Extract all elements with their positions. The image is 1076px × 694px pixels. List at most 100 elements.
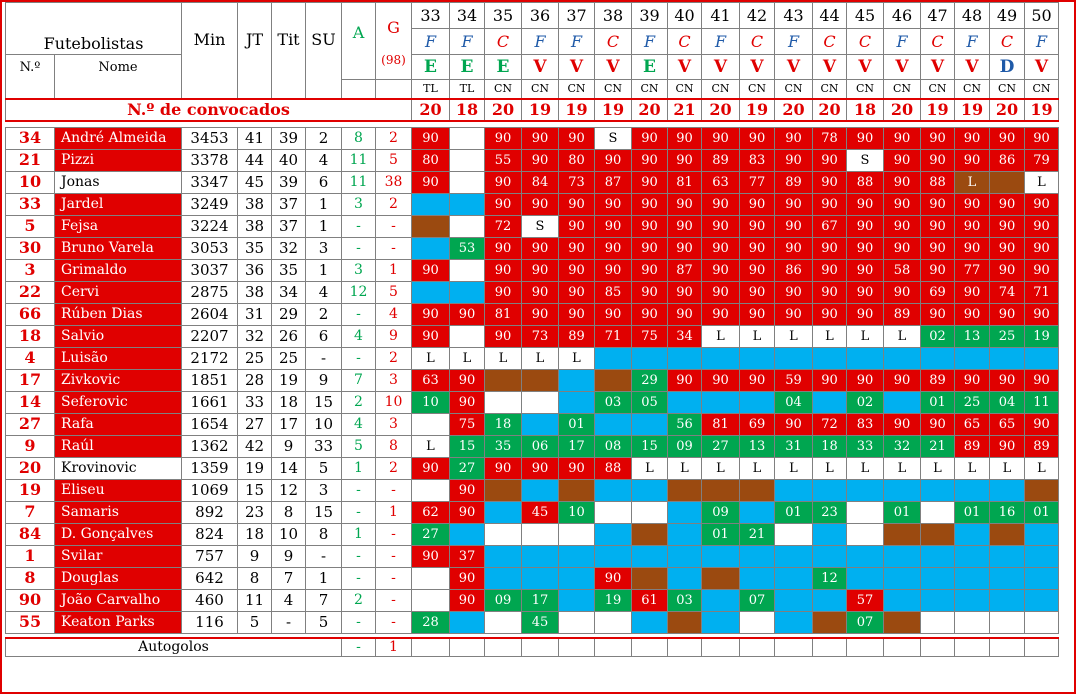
player-row: 1 Svilar 757 9 9- - -90 37 <box>5 544 1059 568</box>
player-assists: 5 <box>341 434 376 458</box>
player-subs: 6 <box>305 324 342 348</box>
game-cell: 34 <box>667 324 702 348</box>
game-cell: 90 <box>449 588 485 612</box>
game-competition: CN <box>883 79 921 99</box>
player-number: 27 <box>5 412 55 436</box>
game-number: 34 <box>449 2 485 29</box>
player-name: Krovinovic <box>54 456 182 480</box>
player-games: 44 <box>237 148 272 172</box>
game-cell: 72 <box>484 214 522 238</box>
game-cell: 90 <box>812 368 847 392</box>
player-starts: 26 <box>271 324 306 348</box>
game-cell: 90 <box>883 148 921 172</box>
game-cell: 78 <box>812 126 847 150</box>
game-cell <box>739 478 775 502</box>
game-cell <box>631 522 668 546</box>
game-cell: 90 <box>594 192 632 216</box>
player-row: 3 Grimaldo 3037 36 35 1 3 1 90 90 90 90 90 90 87 90 90 86… <box>5 258 1059 282</box>
game-cell <box>594 610 632 634</box>
game-cell <box>558 522 595 546</box>
player-games: 32 <box>237 324 272 348</box>
player-assists: 1 <box>341 522 376 546</box>
game-competition: CN <box>774 79 813 99</box>
game-cell: 03 <box>667 588 702 612</box>
game-cell: 90 <box>631 126 668 150</box>
game-cell: L <box>484 346 522 370</box>
game-cell <box>631 500 668 524</box>
game-cell <box>521 412 559 436</box>
convocados-count: 19 <box>594 97 632 122</box>
game-cell: 90 <box>812 280 847 304</box>
game-cell: 90 <box>667 236 702 260</box>
game-cell: 90 <box>631 148 668 172</box>
game-cell: 90 <box>667 192 702 216</box>
game-competition: CN <box>812 79 847 99</box>
game-cell: 90 <box>920 302 955 326</box>
game-cell: 90 <box>1024 368 1059 392</box>
player-games: 5 <box>237 610 272 634</box>
game-cell: 90 <box>883 280 921 304</box>
footer-spacer <box>5 632 1059 639</box>
game-location: C <box>484 28 522 55</box>
game-cell: 85 <box>594 280 632 304</box>
player-row: 90 João Carvalho 460 11 4 7 2-90 09 17 19 61 03 07 57 <box>5 588 1059 612</box>
game-cell: 90 <box>411 456 450 480</box>
player-number: 30 <box>5 236 55 260</box>
game-cell <box>594 346 632 370</box>
game-cell <box>954 588 990 612</box>
game-cell: 13 <box>739 434 775 458</box>
player-number: 34 <box>5 126 55 150</box>
g-total: (98) <box>381 53 406 67</box>
game-cell: 90 <box>846 258 884 282</box>
game-cell: 90 <box>1024 126 1059 150</box>
game-cell: 35 <box>484 434 522 458</box>
game-cell <box>739 390 775 414</box>
game-cell: 90 <box>846 126 884 150</box>
player-name: Pizzi <box>54 148 182 172</box>
player-assists: 11 <box>341 170 376 194</box>
player-goals: - <box>375 610 412 634</box>
game-cell: 18 <box>812 434 847 458</box>
game-cell: 89 <box>920 368 955 392</box>
player-row: 10 Jonas 3347 45 39 6 11 38 90 90 84 73 87 90 81 63 77 89… <box>5 170 1059 194</box>
game-cell: 90 <box>774 148 813 172</box>
player-goals: - <box>375 214 412 238</box>
autogolos-game-cell <box>774 637 813 657</box>
game-cell: 90 <box>739 258 775 282</box>
game-cell <box>484 500 522 524</box>
game-cell: 90 <box>954 148 990 172</box>
game-cell: 01 <box>1024 500 1059 524</box>
game-number: 33 <box>411 2 450 29</box>
game-cell: 69 <box>920 280 955 304</box>
player-goals: 9 <box>375 324 412 348</box>
game-cell: 90 <box>989 434 1025 458</box>
player-row: 7 Samaris 892 23 8 15-1 62 90 45 10 09 01 23 01 01 16 01 <box>5 500 1059 524</box>
game-cell <box>411 566 450 590</box>
game-cell <box>1024 522 1059 546</box>
player-number: 55 <box>5 610 55 634</box>
game-number: 46 <box>883 2 921 29</box>
player-minutes: 3037 <box>181 258 238 282</box>
game-cell <box>701 588 740 612</box>
game-number: 50 <box>1024 2 1059 29</box>
game-cell: 90 <box>558 456 595 480</box>
game-cell <box>846 544 884 568</box>
autogolos-game-cell <box>521 637 559 657</box>
player-subs: - <box>305 544 342 568</box>
game-cell: 84 <box>521 170 559 194</box>
game-cell <box>883 522 921 546</box>
player-goals: - <box>375 236 412 260</box>
game-cell <box>954 566 990 590</box>
game-cell: 73 <box>558 170 595 194</box>
game-number: 36 <box>521 2 559 29</box>
game-cell <box>484 544 522 568</box>
game-competition: CN <box>667 79 702 99</box>
game-cell <box>739 566 775 590</box>
game-cell <box>484 368 522 392</box>
game-cell: 90 <box>883 192 921 216</box>
game-cell: 90 <box>989 368 1025 392</box>
game-cell: 90 <box>739 236 775 260</box>
player-games: 38 <box>237 214 272 238</box>
convocados-count: 20 <box>883 97 921 122</box>
game-cell: 90 <box>846 302 884 326</box>
